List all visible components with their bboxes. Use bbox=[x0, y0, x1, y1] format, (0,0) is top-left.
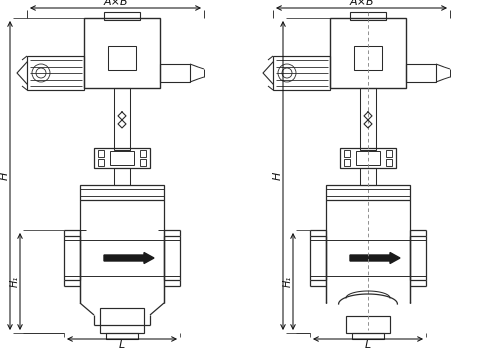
Bar bbox=[140, 150, 146, 157]
Bar bbox=[352, 333, 384, 339]
Bar bbox=[80, 185, 164, 200]
Bar bbox=[360, 88, 376, 150]
Text: H: H bbox=[0, 171, 10, 180]
Bar bbox=[27, 56, 84, 90]
Bar bbox=[360, 168, 376, 185]
Bar bbox=[356, 151, 380, 165]
Text: L: L bbox=[365, 340, 371, 350]
Bar bbox=[350, 12, 386, 20]
Text: A×B: A×B bbox=[349, 0, 374, 7]
Bar bbox=[330, 18, 406, 88]
Bar bbox=[100, 308, 144, 333]
Bar bbox=[114, 88, 130, 150]
Text: H: H bbox=[273, 171, 283, 180]
Bar bbox=[94, 148, 150, 168]
Bar bbox=[114, 168, 130, 185]
Bar bbox=[84, 18, 160, 88]
FancyArrow shape bbox=[104, 252, 154, 263]
Bar bbox=[160, 64, 190, 82]
Bar bbox=[273, 56, 330, 90]
Bar bbox=[344, 159, 350, 166]
Bar bbox=[104, 12, 140, 20]
Bar bbox=[106, 333, 138, 339]
Bar bbox=[98, 150, 104, 157]
Text: L: L bbox=[119, 340, 125, 350]
Text: A×B: A×B bbox=[103, 0, 128, 7]
Bar bbox=[386, 159, 392, 166]
Bar bbox=[406, 64, 436, 82]
FancyArrow shape bbox=[350, 252, 400, 263]
Bar bbox=[344, 150, 350, 157]
Bar bbox=[326, 185, 410, 200]
Bar bbox=[98, 159, 104, 166]
Bar bbox=[110, 151, 134, 165]
Bar bbox=[346, 316, 390, 333]
Text: H₁: H₁ bbox=[283, 276, 293, 287]
Bar bbox=[354, 46, 382, 70]
Text: H₁: H₁ bbox=[10, 276, 20, 287]
Bar bbox=[340, 148, 396, 168]
Bar bbox=[140, 159, 146, 166]
Bar bbox=[108, 46, 136, 70]
Bar bbox=[386, 150, 392, 157]
